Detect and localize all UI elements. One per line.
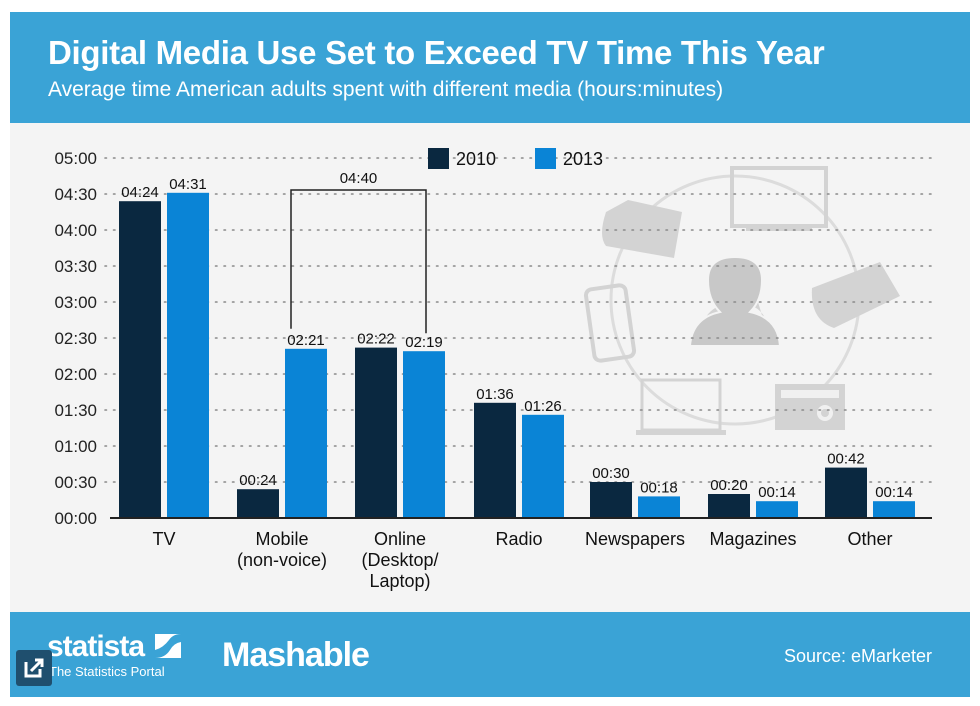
bar-2010	[119, 201, 161, 518]
x-axis: TV Mobile(non-voice) Online(Desktop/Laptop…	[110, 517, 932, 591]
x-category-label: Mobile	[255, 529, 308, 549]
bar-value-label: 02:21	[287, 332, 325, 349]
laptop-icon	[636, 378, 726, 435]
phone-body	[583, 283, 637, 363]
bar-2013	[285, 348, 327, 518]
statista-logo[interactable]: statista	[47, 630, 145, 663]
bar-2013	[522, 414, 564, 518]
radio-speaker-center	[821, 409, 829, 417]
annotations: 04:40	[290, 170, 427, 334]
y-tick-label: 04:00	[54, 221, 97, 240]
y-axis: 00:00 00:30 01:00 01:30 02:00 02:30 03:00 03:30…	[54, 149, 97, 528]
y-tick-label: 03:00	[54, 293, 97, 312]
legend: 2010 2013	[428, 148, 603, 169]
legend-label-2010: 2010	[456, 149, 496, 169]
y-tick-label: 04:30	[54, 185, 97, 204]
bar-value-label: 00:14	[758, 484, 796, 501]
bar-value-label: 02:22	[357, 331, 395, 348]
bar-2010	[355, 347, 397, 518]
x-category-label: TV	[152, 529, 175, 549]
infographic-panel: Digital Media Use Set to Exceed TV Time …	[10, 12, 970, 697]
bar-value-label: 00:18	[640, 479, 678, 496]
bar-2013	[167, 192, 209, 519]
bar-value-label: 00:14	[875, 484, 913, 501]
y-tick-label: 01:30	[54, 401, 97, 420]
media-illustration	[583, 166, 900, 435]
bar-value-label: 04:31	[169, 176, 207, 193]
tv-icon	[730, 166, 828, 231]
footer-banner: statista The Statistics Portal Mashable …	[10, 612, 970, 697]
bar-2010	[825, 467, 867, 518]
legend-swatch-2013	[535, 148, 556, 169]
y-tick-label: 02:30	[54, 329, 97, 348]
bar-2013	[403, 351, 445, 518]
magazine-icon	[602, 200, 682, 258]
y-tick-label: 01:00	[54, 437, 97, 456]
external-link-icon[interactable]	[16, 650, 52, 686]
radio-icon	[775, 384, 845, 430]
y-tick-label: 02:00	[54, 365, 97, 384]
bracket-line	[290, 189, 427, 334]
newspaper-icon	[811, 262, 900, 328]
x-category-label: Magazines	[709, 529, 796, 549]
bar-value-label: 00:24	[239, 472, 277, 489]
bar-value-label: 00:42	[827, 451, 865, 468]
bar-labels: 04:24 00:24 02:22 01:36 00:30 00:20 00:42 04:31…	[121, 176, 913, 501]
bar-2013	[873, 501, 915, 518]
bar-value-label: 01:36	[476, 386, 514, 403]
x-category-label: Online	[374, 529, 426, 549]
bar-value-label: 00:30	[592, 465, 630, 482]
bar-2010	[474, 402, 516, 518]
y-tick-label: 00:00	[54, 509, 97, 528]
header-banner: Digital Media Use Set to Exceed TV Time …	[10, 12, 970, 123]
bar-value-label: 00:20	[710, 477, 748, 494]
radio-dial	[781, 390, 839, 398]
statista-tagline: The Statistics Portal	[49, 664, 165, 679]
chart-subtitle: Average time American adults spent with …	[48, 78, 724, 101]
x-category-label: Newspapers	[585, 529, 685, 549]
y-tick-label: 03:30	[54, 257, 97, 276]
x-category-label: Laptop)	[369, 571, 430, 591]
legend-swatch-2010	[428, 148, 449, 169]
bar-2010	[237, 489, 279, 518]
y-tick-label: 00:30	[54, 473, 97, 492]
gridlines	[104, 157, 933, 483]
smartphone-icon	[583, 283, 637, 363]
bracket-label: 04:40	[340, 170, 378, 187]
bar-2013	[756, 501, 798, 518]
chart-title: Digital Media Use Set to Exceed TV Time …	[48, 34, 825, 71]
bar-2013	[638, 496, 680, 518]
bar-value-label: 01:26	[524, 398, 562, 415]
bars	[119, 192, 915, 519]
y-tick-label: 05:00	[54, 149, 97, 168]
x-category-label: (non-voice)	[237, 550, 327, 570]
x-category-label: Radio	[495, 529, 542, 549]
legend-label-2013: 2013	[563, 149, 603, 169]
statista-logo-mark-icon	[155, 634, 181, 658]
bar-value-label: 04:24	[121, 184, 159, 201]
laptop-base	[636, 430, 726, 435]
bar-value-label: 02:19	[405, 334, 443, 351]
x-category-label: Other	[847, 529, 892, 549]
bar-2010	[708, 494, 750, 518]
x-category-label: (Desktop/	[361, 550, 438, 570]
tv-stand	[746, 226, 812, 231]
bar-2010	[590, 482, 632, 518]
source-text: Source: eMarketer	[783, 646, 932, 666]
mashable-logo[interactable]: Mashable	[222, 636, 370, 674]
